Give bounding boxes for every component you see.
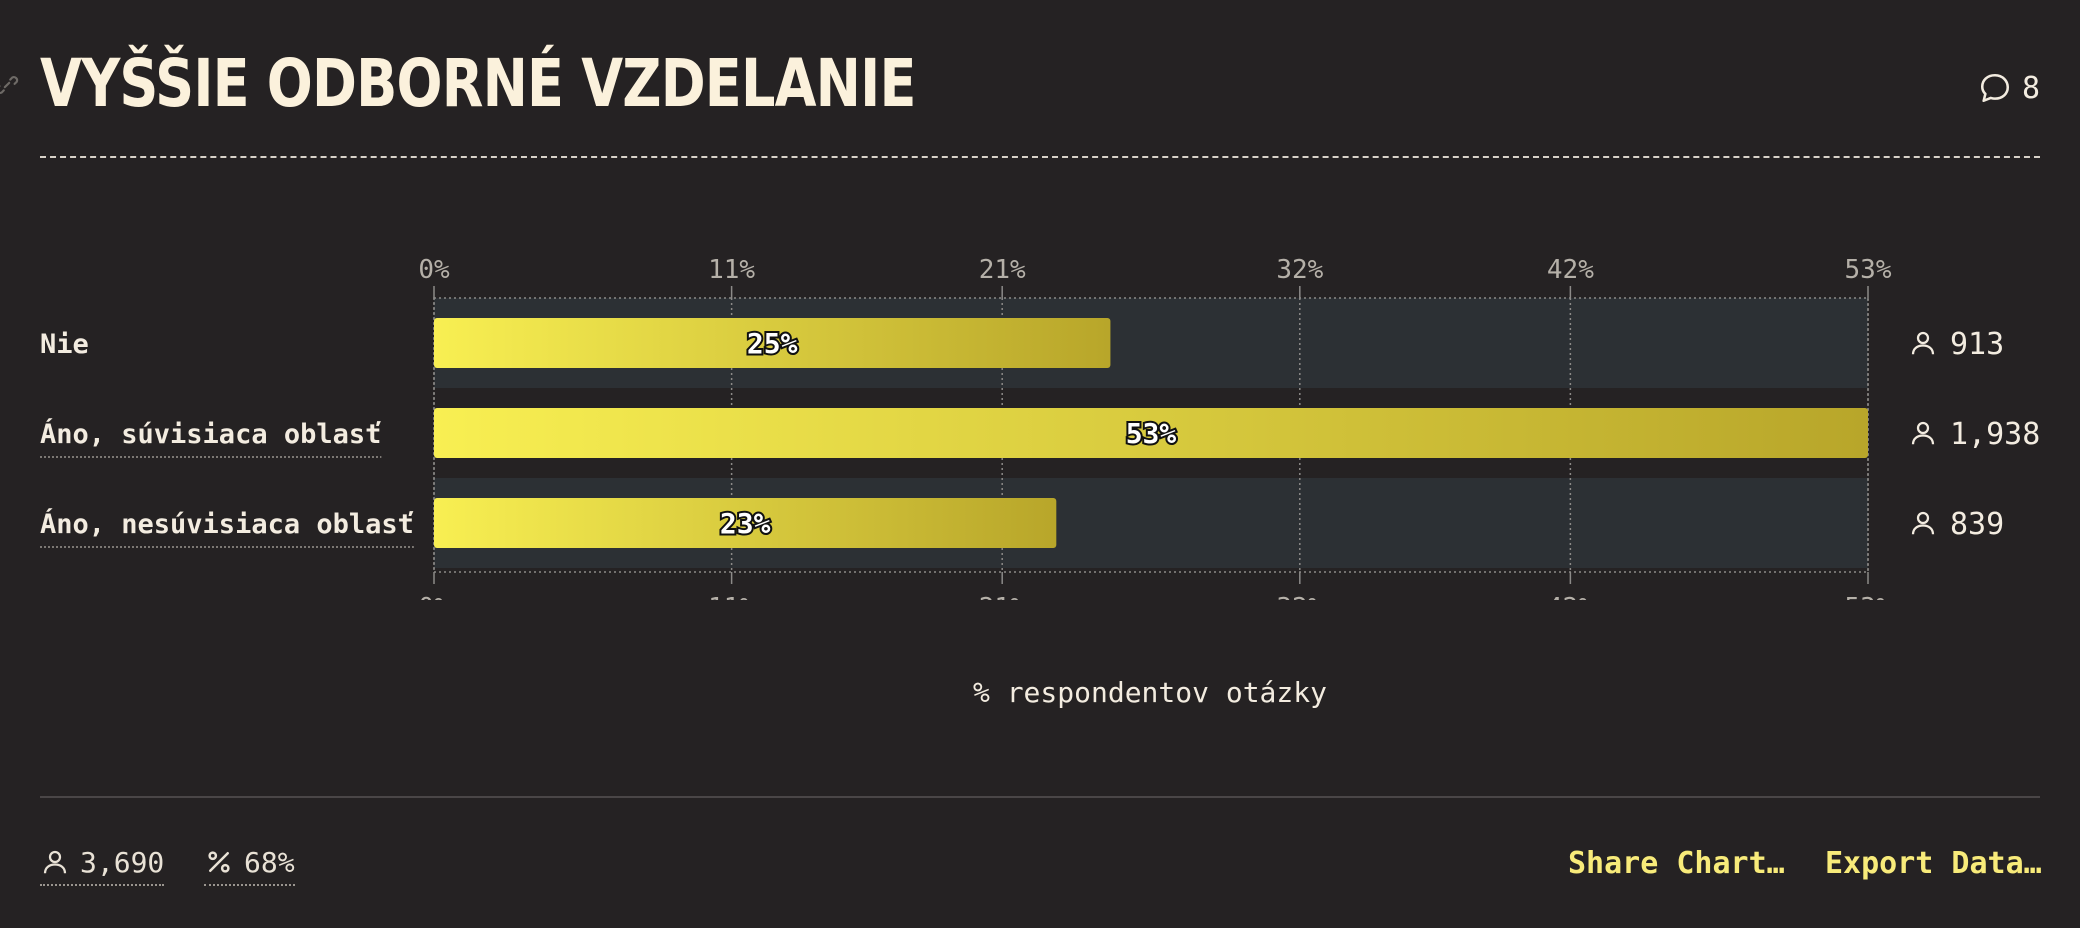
bar-value-label: 25%: [747, 327, 798, 360]
person-icon: [1911, 331, 1935, 355]
x-tick-label-bottom: 21%: [979, 593, 1026, 600]
x-tick-label-bottom: 42%: [1547, 593, 1594, 600]
x-tick-label-top: 0%: [418, 255, 450, 285]
category-label: Nie: [40, 329, 89, 360]
bar: [434, 408, 1868, 458]
person-icon: [43, 850, 67, 874]
respondent-count: 1,938: [1950, 417, 2040, 452]
export-data-button[interactable]: Export Data…: [1825, 846, 2042, 881]
response-rate[interactable]: 68%: [204, 842, 295, 886]
category-label: Áno, nesúvisiaca oblasť: [40, 508, 414, 540]
header-divider: [40, 156, 2040, 158]
comment-icon: [1980, 73, 2009, 103]
x-tick-label-bottom: 32%: [1276, 593, 1323, 600]
respondent-count: 839: [1950, 507, 2004, 542]
bar-chart: 0% 0% 11% 11% 21% 21% 32% 32% 42% 42% 53% 53% 25% Nie…: [40, 255, 2040, 600]
share-chart-button[interactable]: Share Chart…: [1568, 846, 1785, 881]
respondents-count[interactable]: 3,690: [40, 842, 165, 886]
footer-divider: [40, 796, 2040, 798]
x-tick-label-bottom: 11%: [708, 593, 755, 600]
percent-icon: [208, 851, 230, 873]
link-icon[interactable]: [0, 72, 20, 98]
person-icon: [1911, 421, 1935, 445]
bar-value-label: 23%: [720, 507, 771, 540]
x-axis-title: % respondentov otázky: [972, 676, 1327, 709]
bar-value-label: 53%: [1126, 417, 1177, 450]
respondents-value: 3,690: [80, 845, 165, 879]
x-tick-label-top: 42%: [1547, 255, 1594, 285]
x-tick-label-top: 32%: [1276, 255, 1323, 285]
category-label: Áno, súvisiaca oblasť: [40, 418, 381, 450]
x-tick-label-top: 11%: [708, 255, 755, 285]
bar: [434, 318, 1111, 368]
person-icon: [1911, 511, 1935, 535]
x-tick-label-top: 21%: [979, 255, 1026, 285]
x-tick-label-bottom: 0%: [418, 593, 450, 600]
x-tick-label-top: 53%: [1845, 255, 1892, 285]
respondent-count: 913: [1950, 327, 2004, 362]
response-rate-value: 68%: [244, 845, 295, 879]
bar: [434, 498, 1057, 548]
x-tick-label-bottom: 53%: [1845, 593, 1892, 600]
comments-button[interactable]: 8: [1978, 68, 2040, 108]
comment-count: 8: [2021, 70, 2040, 106]
page-title: VYŠŠIE ODBORNÉ VZDELANIE: [40, 45, 916, 122]
